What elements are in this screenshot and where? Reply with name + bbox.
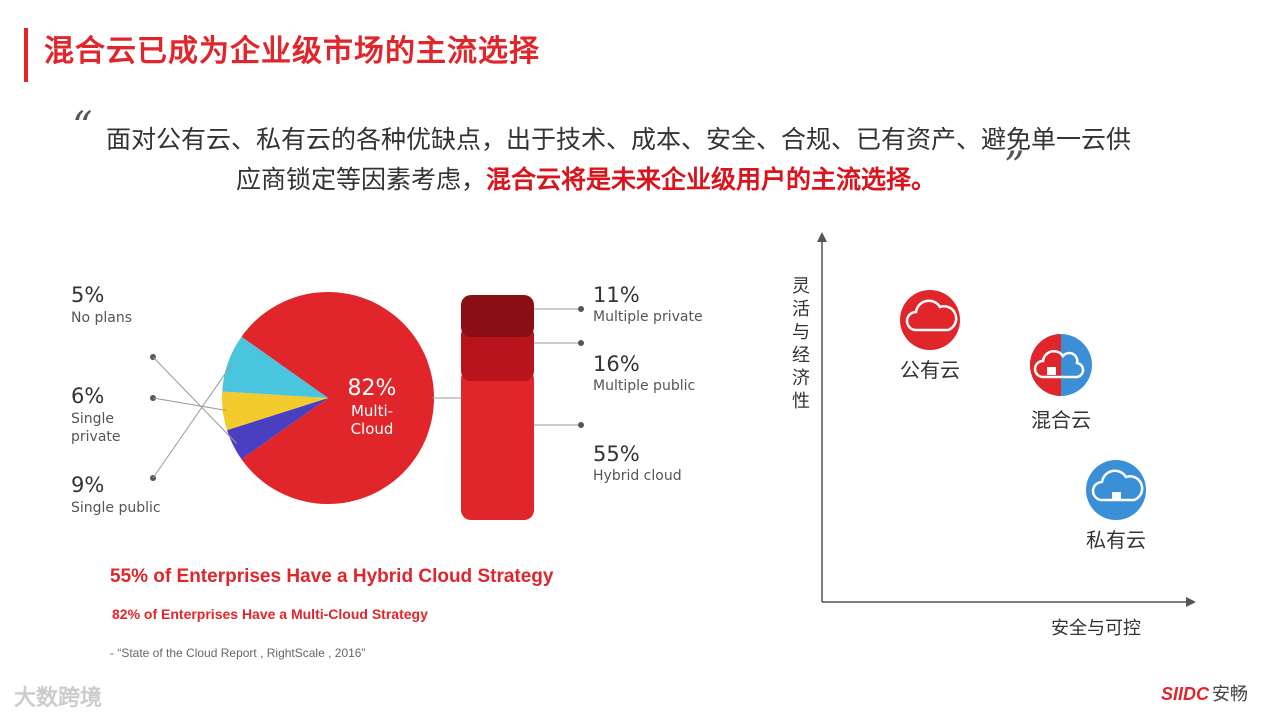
cloud-icon — [1091, 469, 1144, 502]
point-label-1: 公有云 — [900, 358, 960, 382]
quote-line-1: 面对公有云、私有云的各种优缺点，出于技术、成本、安全、合规、已有资产、避免单一云… — [106, 125, 1132, 154]
y-axis-label-char: 济 — [792, 368, 810, 389]
brand-logo: SIIDC 安畅 — [1161, 680, 1248, 706]
bar-segment-2 — [461, 325, 534, 382]
quote-highlight: 混合云将是未来企业级用户的主流选择。 — [486, 165, 937, 194]
source-citation: - “State of the Cloud Report , RightScal… — [110, 646, 366, 660]
multi-cloud-strategy-caption: 82% of Enterprises Have a Multi-Cloud St… — [112, 606, 428, 622]
pie-callout-label-2: private — [71, 429, 121, 445]
pie-callout-line-2 — [152, 397, 227, 412]
y-axis-label-char: 性 — [792, 391, 810, 412]
bar-callout-label-1: Multiple private — [593, 309, 703, 325]
pie-callout-label-1: No plans — [71, 310, 132, 326]
point-label-2: 混合云 — [1031, 408, 1091, 432]
lock-icon — [1047, 367, 1056, 375]
pie-callout-value-2: 6% — [71, 384, 104, 408]
bar-callout-dot-1 — [578, 306, 584, 312]
position-point-3: 私有云 — [1086, 460, 1146, 552]
logo-name: 安畅 — [1212, 684, 1248, 705]
close-quote-mark: ” — [1004, 144, 1025, 190]
bar-segment-1 — [461, 295, 534, 338]
stacked-bar-chart: 11% Multiple private 16% Multiple public 55%… — [461, 283, 703, 520]
pie-callout-label-3: Single public — [71, 500, 161, 516]
title-accent-bar — [24, 28, 28, 82]
position-point-1: 公有云 — [900, 290, 960, 382]
y-axis-label-char: 灵 — [792, 276, 810, 297]
quote-line-2-plain: 应商锁定等因素考虑， — [236, 165, 487, 194]
x-axis-arrow — [1186, 597, 1196, 607]
quote-line-2: 应商锁定等因素考虑，混合云将是未来企业级用户的主流选择。 — [236, 160, 936, 196]
bar-callout-dot-2 — [578, 340, 584, 346]
lock-icon — [1112, 492, 1121, 500]
hybrid-strategy-caption: 55% of Enterprises Have a Hybrid Cloud S… — [110, 566, 554, 587]
pie-slice-2 — [226, 398, 328, 460]
pie-callout-label-2: Single — [71, 411, 114, 427]
bar-callout-value-3: 55% — [593, 442, 640, 466]
y-axis-label-char: 经 — [792, 345, 810, 366]
pie-slice-1 — [241, 292, 435, 504]
cloud-badge — [1086, 460, 1146, 520]
pie-callout-value-1: 5% — [71, 283, 104, 307]
logo-mark: SIIDC — [1160, 684, 1209, 704]
cloud-icon — [1033, 349, 1085, 379]
page-title: 混合云已成为企业级市场的主流选择 — [44, 34, 540, 69]
hybrid-cloud-icon-red — [1030, 334, 1061, 396]
pie-callout-value-3: 9% — [71, 473, 104, 497]
y-axis-label-char: 与 — [792, 322, 810, 343]
y-axis-arrow — [817, 232, 827, 242]
pie-callout-line-3 — [152, 363, 233, 479]
bar-callout-value-2: 16% — [593, 352, 640, 376]
bar-callout-value-1: 11% — [593, 283, 640, 307]
y-axis-label-char: 活 — [792, 299, 810, 320]
pie-label-text-multi-cloud: Multi- — [351, 402, 393, 420]
pie-label-value-multi-cloud: 82% — [348, 376, 397, 401]
cloud-badge — [900, 290, 960, 350]
pie-callout-line-1 — [152, 356, 238, 444]
cloud-icon — [905, 299, 958, 332]
bar-callout-label-3: Hybrid cloud — [593, 468, 682, 484]
point-label-3: 私有云 — [1086, 528, 1146, 552]
bar-callout-dot-3 — [578, 422, 584, 428]
bar-segment-3 — [461, 369, 534, 520]
watermark-text: 大数跨境 — [14, 686, 103, 711]
pie-slice-3 — [222, 391, 328, 431]
x-axis-label: 安全与可控 — [1051, 618, 1141, 639]
bar-callout-label-2: Multiple public — [593, 378, 695, 394]
position-point-2: 混合云 — [1030, 334, 1092, 432]
pie-chart: 82%Multi-Cloud 5% No plans 6% Single private 9… — [71, 283, 462, 516]
pie-slice-4 — [222, 336, 328, 398]
pie-label-text-multi-cloud: Cloud — [351, 420, 394, 438]
open-quote-mark: “ — [72, 104, 93, 150]
